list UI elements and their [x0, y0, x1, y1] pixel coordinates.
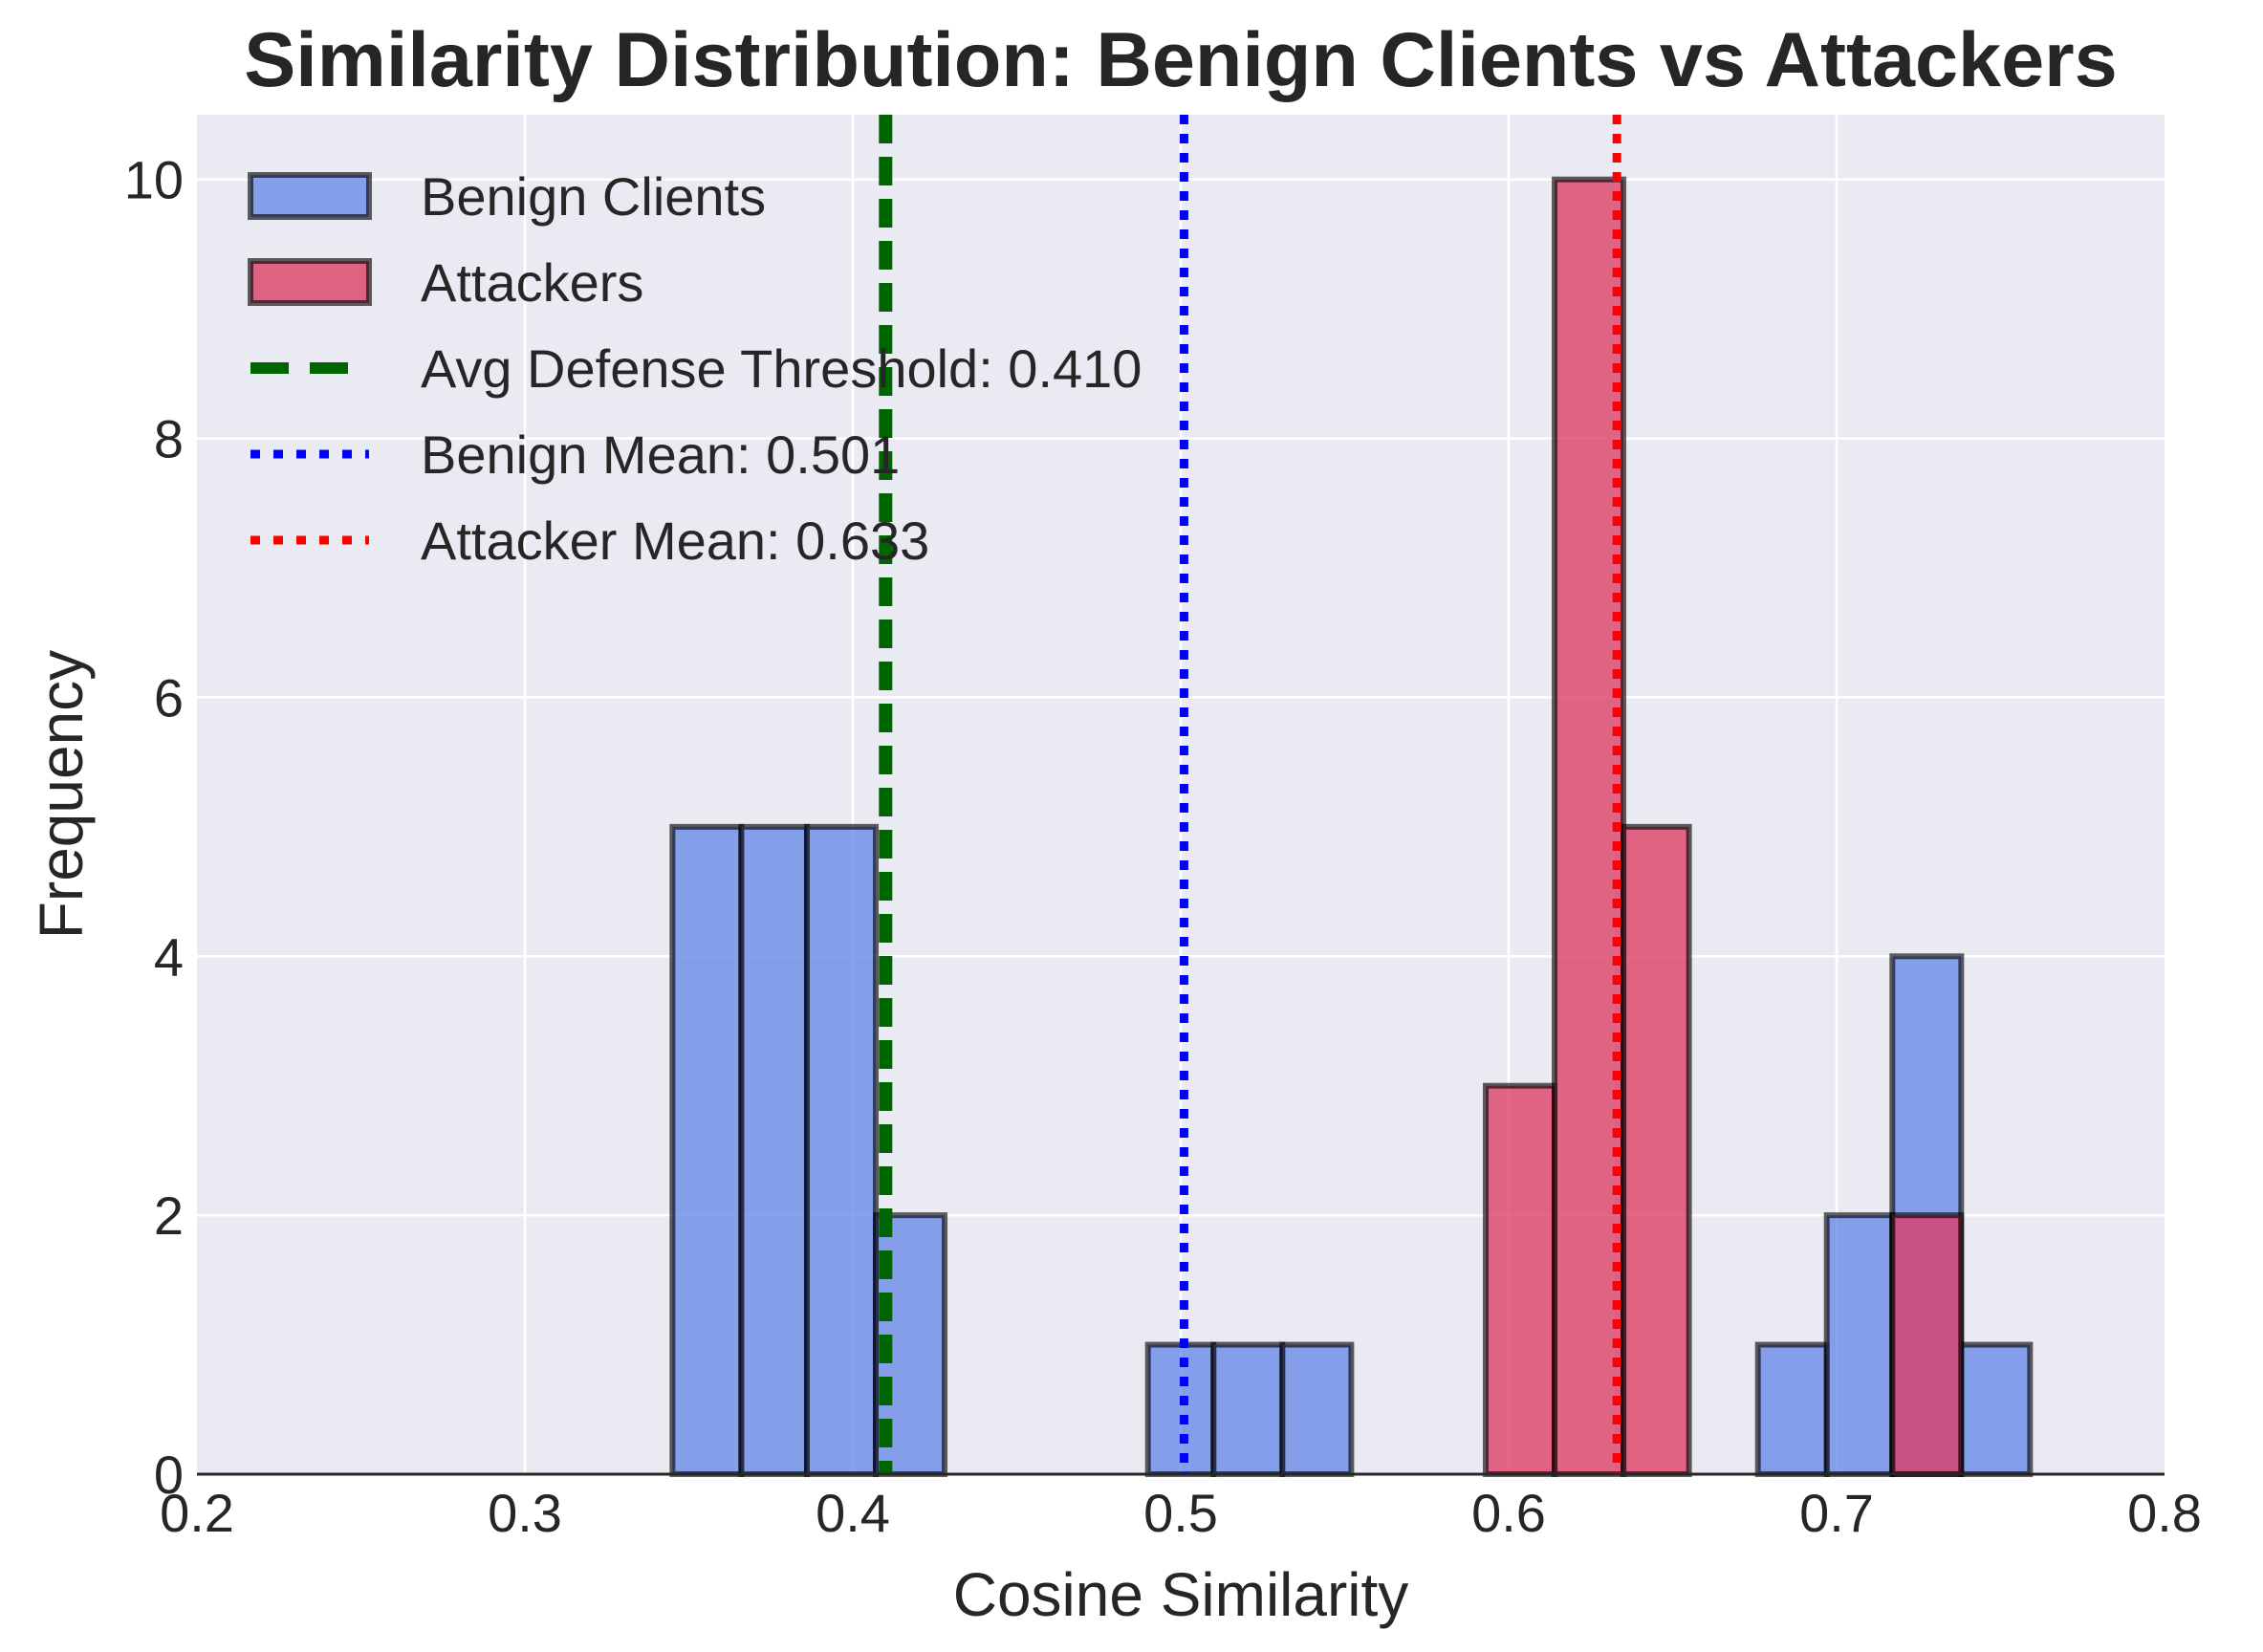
attacker-bar — [1889, 1212, 1965, 1477]
benign-bar — [1754, 1341, 1830, 1477]
legend-label: Benign Mean: 0.501 — [421, 424, 900, 485]
y-tick-label: 8 — [154, 409, 184, 469]
benign-bar — [669, 823, 745, 1477]
y-tick-label: 2 — [154, 1185, 184, 1246]
attacker-bar — [1482, 1082, 1558, 1477]
attacker-bars — [1482, 176, 1965, 1478]
legend-swatch — [248, 258, 372, 306]
benign-bar — [803, 823, 880, 1477]
x-tick-label: 0.7 — [1799, 1483, 1874, 1543]
benign-bar — [1210, 1341, 1286, 1477]
benign-bars — [669, 823, 2034, 1477]
benign-bar — [1958, 1341, 2034, 1477]
x-tick-label: 0.5 — [1143, 1483, 1218, 1543]
y-axis-label: Frequency — [27, 650, 96, 939]
attacker-bar — [1552, 176, 1627, 1478]
x-tick-label: 0.8 — [2127, 1483, 2202, 1543]
legend: Benign Clients Attackers Avg Defense Thres… — [248, 166, 1142, 571]
x-axis-label: Cosine Similarity — [953, 1560, 1409, 1629]
legend-label: Attacker Mean: 0.633 — [421, 511, 929, 571]
y-tick-label: 0 — [154, 1445, 184, 1505]
x-tick-label: 0.2 — [160, 1483, 234, 1543]
benign-bar — [1279, 1341, 1355, 1477]
x-tick-label: 0.3 — [488, 1483, 562, 1543]
y-tick-label: 10 — [124, 150, 184, 210]
chart-title: Similarity Distribution: Benign Clients … — [244, 17, 2117, 103]
x-tick-label: 0.4 — [816, 1483, 890, 1543]
legend-label: Avg Defense Threshold: 0.410 — [421, 338, 1142, 399]
y-tick-label: 6 — [154, 667, 184, 728]
benign-bar — [1823, 1212, 1896, 1477]
legend-label: Benign Clients — [421, 166, 766, 227]
attacker-bar — [1621, 823, 1692, 1477]
legend-label: Attackers — [421, 252, 643, 313]
benign-bar — [738, 823, 810, 1477]
y-tick-label: 4 — [154, 926, 184, 987]
x-tick-labels: 0.2 0.3 0.4 0.5 0.6 0.7 0.8 — [160, 1483, 2202, 1543]
reference-lines — [879, 115, 1621, 1474]
y-tick-labels: 0 2 4 6 8 10 — [124, 150, 184, 1505]
legend-swatch — [248, 172, 372, 220]
x-tick-label: 0.6 — [1471, 1483, 1546, 1543]
